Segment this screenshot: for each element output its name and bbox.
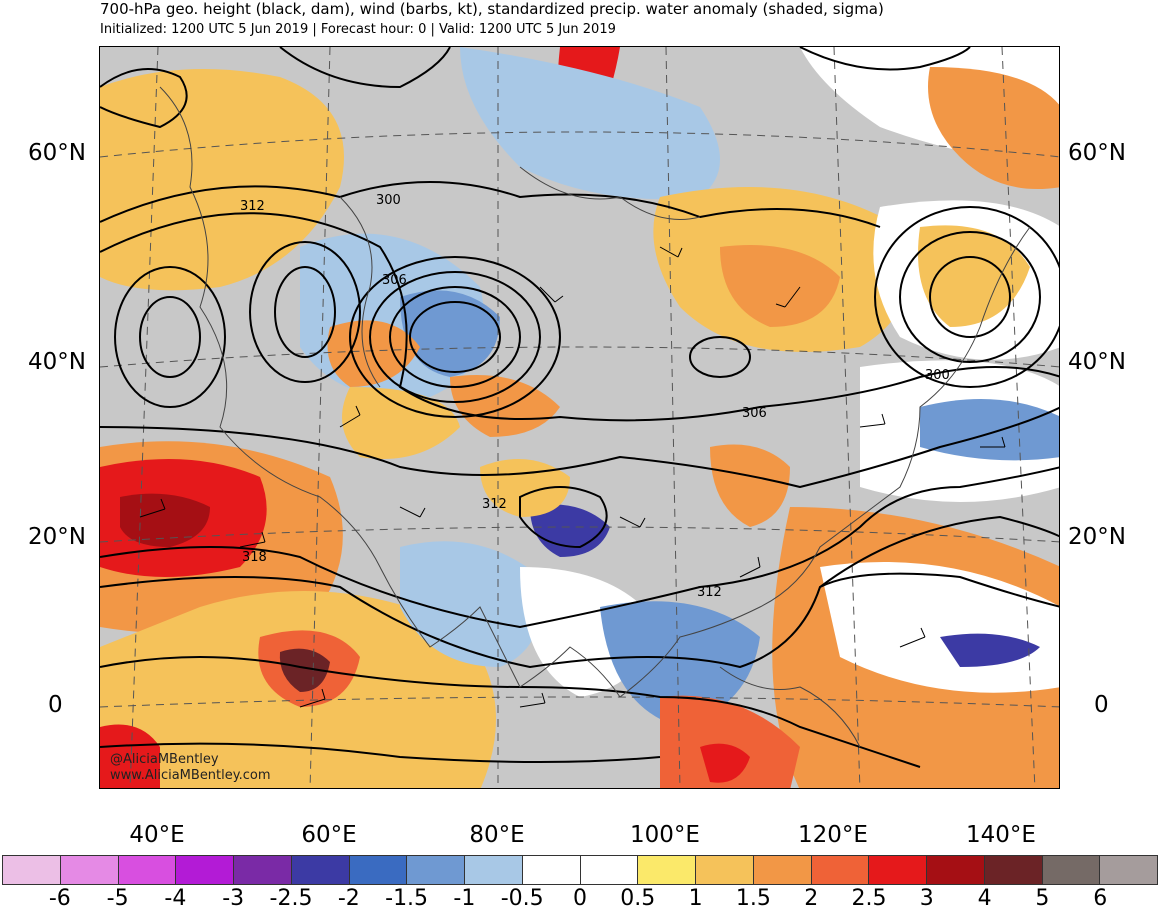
colorbar-cell — [811, 856, 870, 884]
colorbar-cell — [927, 856, 985, 884]
colorbar-cell — [176, 856, 234, 884]
colorbar-cell — [580, 856, 639, 884]
colorbar-cell — [753, 856, 812, 884]
colorbar-tick-label: -1 — [453, 886, 476, 911]
colorbar-tick-label: -1.5 — [385, 886, 429, 911]
lon-label-120e: 120°E — [798, 822, 868, 848]
credit-handle: @AliciaMBentley — [110, 752, 219, 767]
contour-label: 300 — [925, 368, 950, 383]
colorbar-cell — [118, 856, 177, 884]
wind-barbs — [139, 246, 1006, 708]
colorbar-tick-label: 5 — [1035, 886, 1050, 911]
colorbar-tick-label: 6 — [1093, 886, 1108, 911]
contour-label: 312 — [482, 497, 507, 512]
colorbar-tick-label: 0 — [573, 886, 587, 911]
colorbar-cell — [984, 856, 1043, 884]
colorbar-cell — [465, 856, 523, 884]
contour-label: 306 — [382, 273, 407, 288]
contour-label: 306 — [742, 406, 767, 421]
colorbar-tick-label: -4 — [164, 886, 187, 911]
coastlines — [159, 86, 1031, 748]
lon-label-80e: 80°E — [469, 822, 525, 848]
colorbar-tick-label: -6 — [48, 886, 71, 911]
lat-label-60n-left: 60°N — [28, 140, 86, 166]
lon-label-100e: 100°E — [630, 822, 700, 848]
colorbar-tick-label: 2 — [804, 886, 819, 911]
anomaly-map — [100, 47, 1059, 788]
colorbar-cell — [1042, 856, 1101, 884]
graticule — [100, 47, 1059, 788]
lat-label-0-right: 0 — [1094, 692, 1109, 718]
colorbar-cell — [522, 856, 581, 884]
colorbar-tick-label: 3 — [919, 886, 934, 911]
colorbar-cell — [3, 856, 61, 884]
map-panel: 312 300 306 300 306 312 318 312 — [99, 46, 1060, 789]
height-contours — [100, 47, 1059, 768]
lat-label-20n-right: 20°N — [1068, 524, 1126, 550]
colorbar-tick-label: -0.5 — [500, 886, 544, 911]
colorbar-cell — [696, 856, 754, 884]
contour-label: 312 — [240, 199, 265, 214]
lat-label-60n-right: 60°N — [1068, 140, 1126, 166]
colorbar-tick-label: -3 — [222, 886, 245, 911]
lat-label-0-left: 0 — [48, 692, 63, 718]
contour-label: 300 — [376, 193, 401, 208]
colorbar-tick-label: 0.5 — [620, 886, 656, 911]
lon-label-60e: 60°E — [301, 822, 357, 848]
colorbar-cell — [60, 856, 119, 884]
colorbar-tick-label: 1 — [688, 886, 703, 911]
colorbar-cell — [234, 856, 292, 884]
colorbar-cell — [1100, 856, 1157, 884]
lon-label-140e: 140°E — [966, 822, 1036, 848]
colorbar-tick-label: -2 — [337, 886, 360, 911]
lat-label-40n-right: 40°N — [1068, 349, 1126, 375]
colorbar-tick-label: -2.5 — [269, 886, 313, 911]
lat-label-40n-left: 40°N — [28, 349, 86, 375]
lat-label-20n-left: 20°N — [28, 524, 86, 550]
colorbar-tick-label: 1.5 — [735, 886, 771, 911]
colorbar-cell — [291, 856, 350, 884]
colorbar-cell — [638, 856, 696, 884]
map-title: 700-hPa geo. height (black, dam), wind (… — [100, 0, 884, 18]
colorbar — [2, 855, 1158, 885]
colorbar-tick-label: 2.5 — [851, 886, 887, 911]
credit-url: www.AliciaMBentley.com — [110, 768, 271, 783]
contour-label: 312 — [697, 585, 722, 600]
colorbar-tick-label: 4 — [977, 886, 992, 911]
colorbar-cell — [349, 856, 408, 884]
map-subtitle: Initialized: 1200 UTC 5 Jun 2019 | Forec… — [100, 22, 616, 37]
colorbar-cell — [869, 856, 927, 884]
lon-label-40e: 40°E — [129, 822, 185, 848]
colorbar-tick-label: -5 — [106, 886, 129, 911]
contour-label: 318 — [242, 550, 267, 565]
anomaly-shading — [100, 47, 1059, 788]
colorbar-cell — [407, 856, 465, 884]
